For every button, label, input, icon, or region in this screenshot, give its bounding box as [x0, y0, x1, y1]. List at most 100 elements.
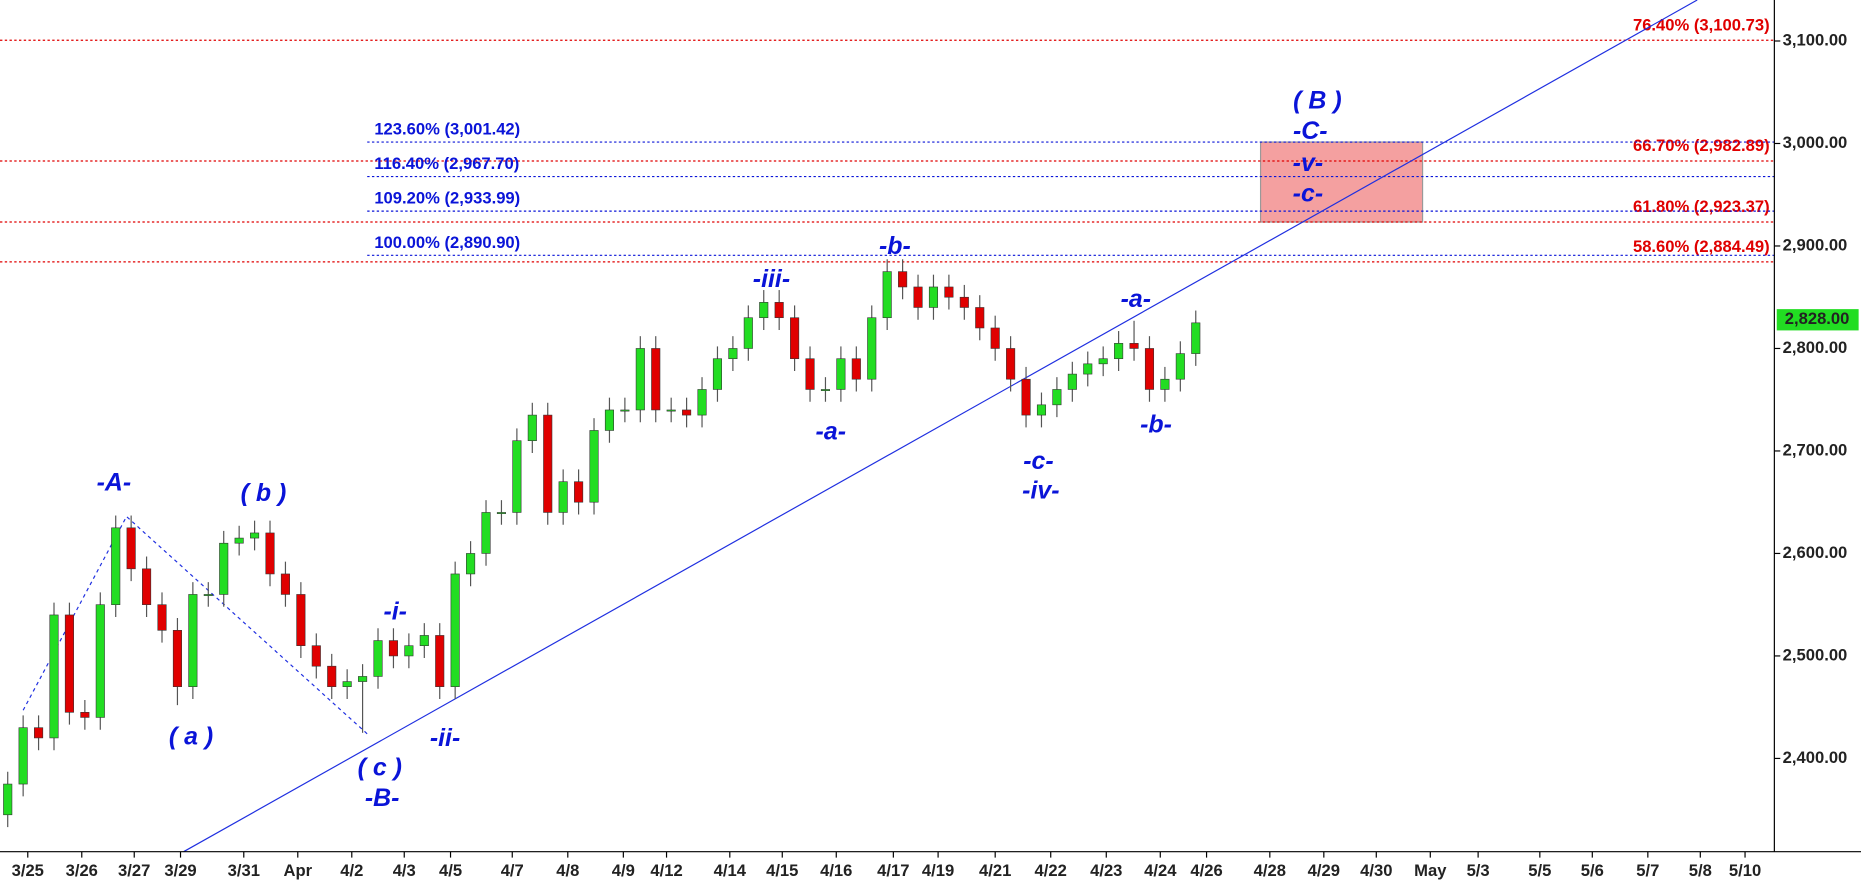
candle-body — [1067, 373, 1077, 390]
y-tick-label: 2,700.00 — [1783, 440, 1848, 459]
candle-body — [49, 614, 59, 739]
candle-body — [1052, 389, 1062, 406]
candle-body — [820, 389, 831, 391]
trendline — [183, 0, 1698, 853]
wave-label: -ii- — [430, 724, 460, 752]
candle-body — [975, 307, 985, 329]
extension-label: 100.00% (2,890.90) — [374, 233, 520, 252]
wave-label: -B- — [365, 784, 400, 812]
x-tick-label: 5/7 — [1636, 861, 1659, 880]
retracement-label: 66.70% (2,982.89) — [1633, 136, 1770, 155]
candle-body — [651, 348, 661, 411]
wave-label: -a- — [1121, 285, 1151, 313]
candle-body — [373, 640, 383, 677]
candle-body — [635, 348, 645, 411]
candle-body — [867, 317, 877, 380]
candle-body — [712, 358, 722, 390]
x-tick-label: 4/26 — [1190, 861, 1222, 880]
candle-body — [64, 614, 74, 713]
x-tick-label: 4/9 — [612, 861, 635, 880]
y-tick-label: 2,400.00 — [1783, 748, 1848, 767]
x-tick-label: 3/27 — [118, 861, 150, 880]
candle-body — [527, 414, 537, 442]
candle-body — [805, 358, 815, 390]
candle-body — [1129, 343, 1139, 349]
x-tick-label: 4/12 — [650, 861, 682, 880]
candle-body — [203, 594, 213, 596]
candle-body — [990, 327, 1000, 349]
x-tick-label: 4/5 — [439, 861, 462, 880]
candle-body — [944, 286, 954, 298]
y-tick-label: 3,000.00 — [1783, 133, 1848, 152]
x-tick-label: 4/15 — [766, 861, 798, 880]
candle-body — [466, 553, 476, 575]
y-tick-label: 2,900.00 — [1783, 235, 1848, 254]
candle-body — [928, 286, 939, 308]
candle-body — [142, 568, 152, 605]
candle-body — [1144, 348, 1155, 390]
candle-body — [250, 532, 260, 539]
candle-body — [188, 594, 198, 687]
candle-body — [358, 676, 368, 682]
wave-label: -c- — [1293, 180, 1323, 208]
x-tick-label: 5/3 — [1467, 861, 1490, 880]
candle-body — [1175, 353, 1185, 380]
candle-body — [697, 389, 707, 416]
x-tick-label: 4/30 — [1360, 861, 1392, 880]
x-tick-label: 3/31 — [228, 861, 260, 880]
candle-body — [496, 512, 506, 514]
candle-body — [558, 481, 568, 513]
candle-body — [219, 542, 229, 595]
candle-body — [280, 573, 290, 595]
candle-body — [296, 594, 306, 646]
x-tick-label: 5/10 — [1729, 861, 1761, 880]
candle-body — [419, 635, 429, 646]
x-tick-label: 4/21 — [979, 861, 1011, 880]
candle-body — [574, 481, 584, 503]
candle-body — [1021, 378, 1031, 416]
candle-body — [481, 512, 491, 554]
candle-body — [1098, 358, 1108, 365]
x-tick-label: 4/16 — [820, 861, 852, 880]
candle-body — [682, 409, 692, 416]
candle-body — [327, 665, 337, 687]
candle-body — [1036, 404, 1047, 416]
last-price-label: 2,828.00 — [1785, 309, 1850, 328]
wave-label: -iii- — [753, 265, 790, 293]
y-tick-label: 2,800.00 — [1783, 338, 1848, 357]
wave-label: -c- — [1023, 447, 1053, 475]
candle-body — [265, 532, 275, 575]
last-price-box — [1776, 309, 1859, 331]
candle-body — [1160, 378, 1170, 390]
candle-body — [1191, 322, 1201, 354]
candle-body — [1006, 348, 1016, 380]
candle-body — [311, 645, 321, 667]
candle-body — [172, 630, 182, 687]
wave-label: ( a ) — [169, 723, 213, 751]
candle-body — [18, 727, 28, 785]
wave-label: -b- — [1140, 410, 1172, 438]
candle-body — [959, 296, 969, 308]
candle-body — [80, 712, 90, 718]
candle-body — [790, 317, 800, 360]
x-tick-label: 4/28 — [1254, 861, 1286, 880]
x-tick-label: 3/29 — [164, 861, 196, 880]
wave-label: ( B ) — [1293, 86, 1341, 114]
candle-body — [851, 358, 861, 380]
candle-body — [388, 640, 398, 657]
x-tick-label: 4/24 — [1144, 861, 1177, 880]
candle-body — [157, 604, 167, 631]
candle-body — [404, 645, 414, 657]
y-tick-label: 2,600.00 — [1783, 543, 1848, 562]
wave-label: -A- — [97, 468, 132, 496]
wave-label: ( c ) — [358, 753, 402, 781]
x-tick-label: 5/6 — [1581, 861, 1604, 880]
x-tick-label: 4/23 — [1090, 861, 1122, 880]
x-tick-label: 4/17 — [877, 861, 909, 880]
x-tick-label: 4/2 — [340, 861, 363, 880]
x-tick-label: 4/29 — [1308, 861, 1340, 880]
candle-body — [882, 271, 892, 319]
candle-body — [234, 537, 244, 544]
